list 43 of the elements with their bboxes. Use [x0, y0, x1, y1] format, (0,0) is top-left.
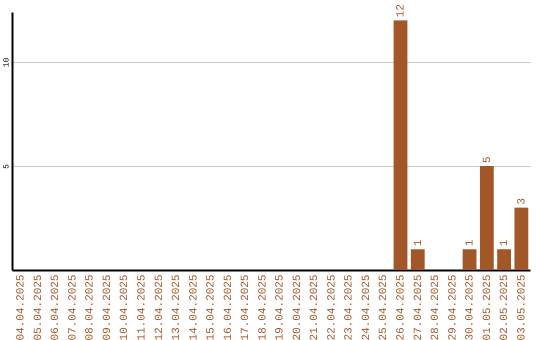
- x-tick-label: 23.04.2025: [344, 274, 356, 340]
- x-tick-label: 28.04.2025: [430, 274, 442, 340]
- x-tick-label: 27.04.2025: [412, 274, 425, 340]
- data-label: 12: [396, 4, 408, 18]
- x-tick-label: 15.04.2025: [206, 274, 218, 340]
- x-tick-label: 06.04.2025: [50, 274, 62, 340]
- x-tick-label: 08.04.2025: [84, 274, 97, 340]
- x-tick-label: 16.04.2025: [222, 274, 235, 340]
- x-tick-label: 12.04.2025: [154, 274, 166, 340]
- x-tick-label: 11.04.2025: [136, 274, 148, 340]
- x-tick-label: 14.04.2025: [188, 274, 200, 340]
- data-label: 1: [412, 239, 425, 246]
- x-tick-label: 26.04.2025: [396, 274, 408, 340]
- x-tick-label: 02.05.2025: [499, 274, 512, 340]
- data-label: 5: [482, 156, 494, 163]
- x-tick-label: 19.04.2025: [274, 274, 287, 340]
- bar: [394, 20, 408, 270]
- x-tick-label: 30.04.2025: [464, 274, 477, 340]
- x-tick-label: 21.04.2025: [309, 274, 322, 340]
- x-tick-label: 04.04.2025: [16, 274, 28, 340]
- data-label: 1: [499, 239, 512, 246]
- x-tick-label: 20.04.2025: [292, 274, 304, 340]
- x-tick-label: 24.04.2025: [360, 274, 373, 340]
- x-tick-label: 25.04.2025: [378, 274, 390, 340]
- bar: [497, 249, 512, 270]
- bar: [514, 208, 528, 270]
- data-label: 1: [464, 239, 477, 246]
- x-tick-label: 17.04.2025: [240, 274, 252, 340]
- x-tick-label: 01.05.2025: [482, 274, 494, 340]
- bar: [462, 249, 476, 270]
- x-tick-label: 03.05.2025: [516, 274, 528, 340]
- x-tick-label: 07.04.2025: [67, 274, 80, 340]
- bar: [480, 166, 494, 270]
- x-tick-label: 29.04.2025: [447, 274, 460, 340]
- x-tick-label: 13.04.2025: [171, 274, 184, 340]
- x-tick-label: 09.04.2025: [102, 274, 114, 340]
- y-tick-label: 10: [2, 57, 12, 68]
- x-tick-label: 22.04.2025: [326, 274, 338, 340]
- x-tick-label: 05.04.2025: [32, 274, 45, 340]
- bar: [410, 249, 425, 270]
- x-tick-label: 10.04.2025: [119, 274, 132, 340]
- data-label: 3: [516, 198, 528, 205]
- x-tick-label: 18.04.2025: [257, 274, 270, 340]
